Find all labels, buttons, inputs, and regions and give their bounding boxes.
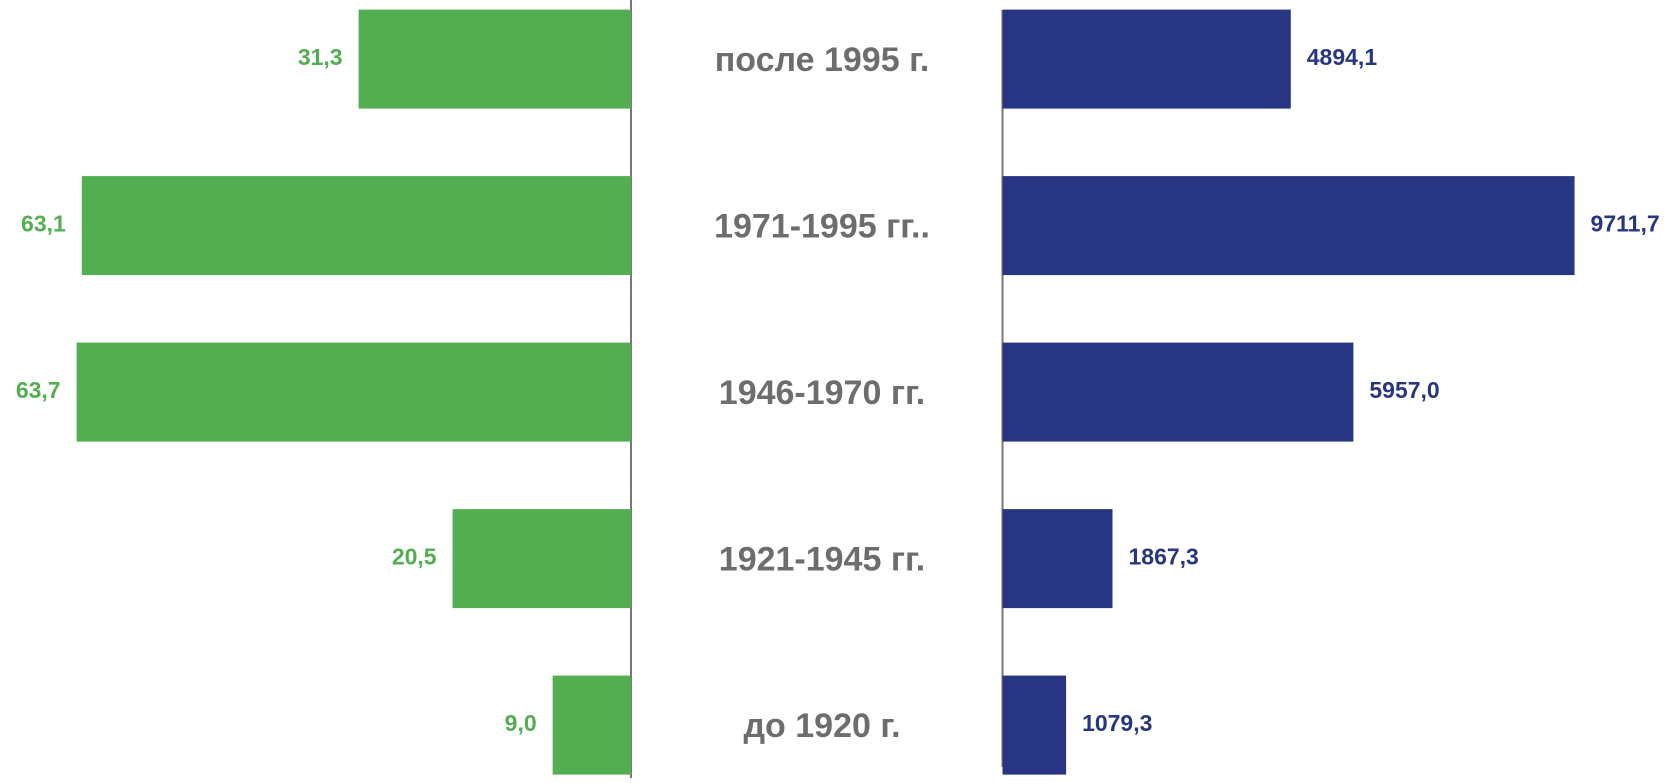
bar xyxy=(552,675,631,775)
category-label: после 1995 г. xyxy=(715,41,930,79)
bar xyxy=(1002,675,1067,775)
value-label: 20,5 xyxy=(392,544,437,570)
value-label: 9,0 xyxy=(505,710,537,736)
bar xyxy=(76,342,632,442)
bar xyxy=(358,9,631,109)
value-label: 1079,3 xyxy=(1082,710,1152,736)
bar xyxy=(1002,342,1354,442)
bar xyxy=(1002,9,1291,109)
value-label: 63,7 xyxy=(16,377,61,403)
value-label: 31,3 xyxy=(298,44,343,70)
value-label: 4894,1 xyxy=(1307,44,1378,70)
category-label: 1971-1995 гг.. xyxy=(714,208,930,246)
bar xyxy=(452,509,631,609)
category-label: 1946-1970 гг. xyxy=(719,374,925,412)
value-label: 63,1 xyxy=(21,211,66,237)
category-label: до 1920 г. xyxy=(743,707,900,745)
category-label: 1921-1945 гг. xyxy=(719,541,925,579)
bar xyxy=(1002,176,1575,276)
value-label: 9711,7 xyxy=(1591,211,1660,237)
bar xyxy=(81,176,631,276)
bar xyxy=(1002,509,1113,609)
value-label: 1867,3 xyxy=(1128,544,1198,570)
value-label: 5957,0 xyxy=(1369,377,1439,403)
